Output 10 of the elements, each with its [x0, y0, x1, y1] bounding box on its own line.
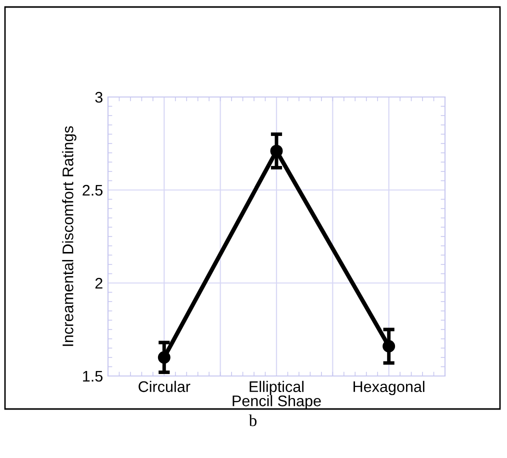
text: b: [248, 414, 257, 426]
y-axis-title: Increamental Discomfort Ratings: [62, 126, 76, 346]
y-tick-label: 2.5: [82, 184, 102, 196]
x-axis-title: Pencil Shape: [232, 395, 321, 410]
y-tick-label: 1.5: [83, 371, 102, 382]
y-tick-label: 2: [95, 278, 102, 289]
x-tick-label: Circular: [138, 380, 190, 392]
x-tick-label: Hexagonal: [354, 380, 424, 396]
x-tick-label: Elliptical: [250, 380, 304, 396]
y-tick-label: 3: [95, 92, 102, 103]
